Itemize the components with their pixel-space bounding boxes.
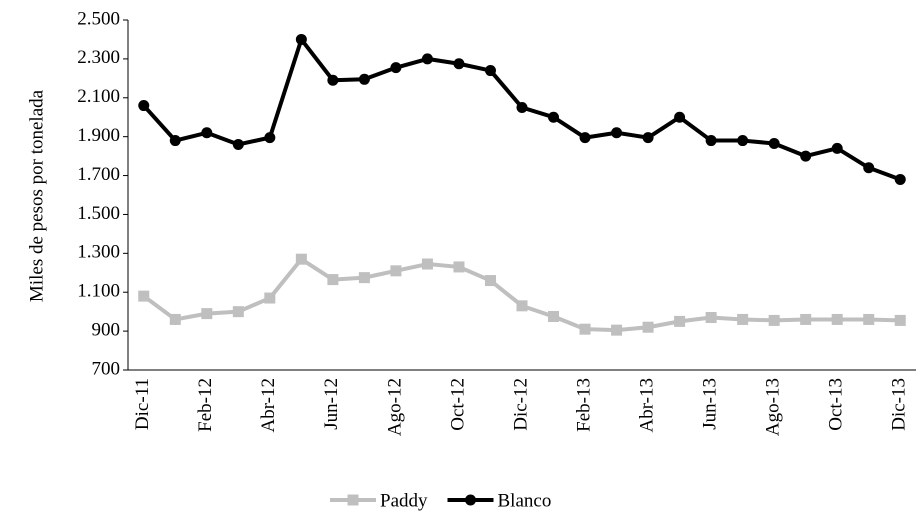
legend-marker — [465, 494, 476, 506]
y-tick-label: 1.900 — [77, 125, 120, 146]
data-point — [705, 135, 717, 147]
x-tick-label: Abr-12 — [258, 378, 279, 433]
x-tick-label: Dic-11 — [132, 378, 153, 430]
data-point — [863, 313, 875, 325]
data-point — [611, 324, 623, 336]
data-point — [516, 102, 528, 113]
data-point — [548, 111, 560, 123]
data-point — [453, 261, 465, 273]
data-point — [390, 62, 402, 74]
x-tick-label: Feb-13 — [573, 378, 594, 432]
data-point — [295, 33, 307, 45]
data-point — [800, 313, 812, 325]
y-tick-label: 2.500 — [77, 8, 120, 29]
series-line — [142, 257, 901, 333]
data-point — [894, 314, 906, 326]
data-point — [579, 132, 591, 144]
x-tick-label: Feb-12 — [195, 378, 216, 432]
x-tick-label: Oct-12 — [447, 378, 468, 431]
data-point — [421, 53, 433, 65]
data-point — [201, 127, 213, 139]
y-tick-label: 1.500 — [77, 203, 120, 224]
data-point — [737, 135, 749, 147]
legend-label: Paddy — [380, 490, 428, 511]
y-tick-label: 1.100 — [77, 281, 120, 302]
data-point — [390, 265, 402, 277]
data-point — [611, 127, 623, 139]
data-point — [800, 150, 812, 162]
x-tick-label: Dic-13 — [889, 378, 910, 431]
data-point — [264, 132, 276, 144]
data-point — [421, 258, 433, 270]
data-point — [453, 58, 465, 70]
data-point — [516, 300, 528, 312]
x-tick-label: Oct-13 — [826, 378, 847, 431]
y-tick-label: 2.300 — [77, 47, 120, 68]
x-tick-label: Dic-12 — [510, 378, 531, 431]
y-tick-label: 1.300 — [77, 242, 120, 263]
data-point — [768, 137, 780, 149]
x-tick-label: Jun-12 — [321, 378, 342, 430]
data-point — [484, 65, 496, 77]
data-point — [768, 314, 780, 326]
x-tick-label: Jun-13 — [699, 378, 720, 430]
data-point — [863, 162, 875, 174]
x-tick-label: Ago-12 — [384, 378, 405, 436]
y-tick-label: 2.100 — [77, 86, 120, 107]
data-point — [138, 290, 150, 302]
data-point — [201, 308, 213, 320]
data-point — [642, 132, 654, 144]
data-point — [358, 73, 370, 85]
data-point — [232, 138, 244, 150]
data-point — [705, 312, 717, 323]
y-axis-label: Miles de pesos por tonelada — [26, 89, 47, 302]
data-point — [169, 313, 181, 325]
data-point — [358, 272, 370, 284]
data-point — [894, 173, 906, 185]
data-point — [831, 313, 843, 325]
data-point — [831, 142, 843, 154]
data-point — [579, 323, 591, 335]
data-point — [264, 292, 276, 304]
data-point — [138, 100, 150, 112]
y-tick-label: 900 — [92, 319, 121, 340]
x-tick-label: Abr-13 — [636, 378, 657, 433]
data-point — [548, 311, 560, 323]
legend-label: Blanco — [498, 490, 552, 511]
data-point — [674, 111, 686, 123]
data-point — [232, 306, 244, 318]
data-point — [327, 74, 339, 86]
y-tick-label: 1.700 — [77, 164, 120, 185]
legend-marker — [347, 494, 359, 506]
data-point — [642, 321, 654, 333]
data-point — [295, 253, 307, 265]
data-point — [484, 275, 496, 287]
data-point — [674, 315, 686, 327]
y-tick-label: 700 — [92, 358, 121, 379]
data-point — [737, 313, 749, 325]
x-tick-label: Ago-13 — [763, 378, 784, 436]
data-point — [327, 274, 339, 286]
data-point — [169, 135, 181, 147]
